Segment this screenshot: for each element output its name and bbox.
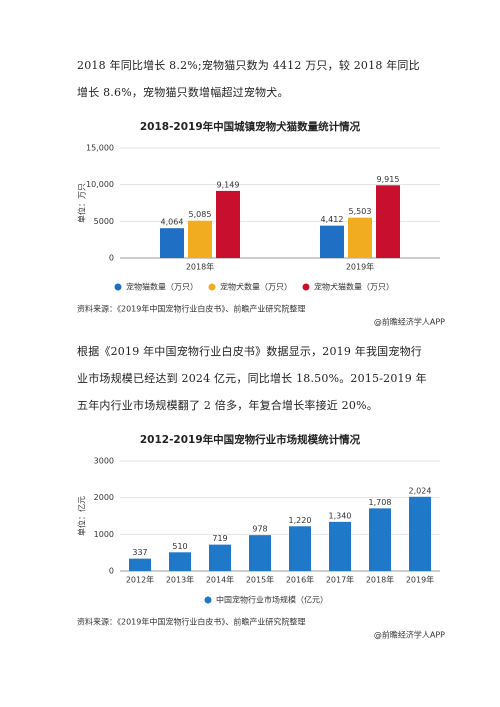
y-tick-label: 2000 xyxy=(94,493,114,502)
y-axis-label: 单位：亿元 xyxy=(77,496,87,536)
data-label: 9,149 xyxy=(217,180,240,189)
data-label: 9,915 xyxy=(377,175,400,184)
x-tick-label: 2017年 xyxy=(326,575,354,585)
x-tick-label: 2012年 xyxy=(126,575,154,585)
x-tick-label: 2019年 xyxy=(346,262,374,272)
data-label: 5,503 xyxy=(349,207,372,216)
y-tick-label: 0 xyxy=(109,254,114,263)
bar xyxy=(329,521,351,571)
credit: @前瞻经济学人APP xyxy=(374,317,445,327)
y-tick-label: 1000 xyxy=(94,530,114,539)
data-label: 2,024 xyxy=(409,486,432,495)
x-tick-label: 2015年 xyxy=(246,575,274,585)
bar xyxy=(160,228,184,258)
paragraph: 根据《2019 年中国宠物行业白皮书》数据显示，2019 年我国宠物行业市场规模… xyxy=(77,345,427,412)
legend-marker xyxy=(204,596,212,604)
data-label: 978 xyxy=(252,525,267,534)
y-axis-label: 单位：万只 xyxy=(77,183,87,223)
bar xyxy=(289,526,311,571)
x-tick-label: 2018年 xyxy=(186,262,214,272)
x-tick-label: 2018年 xyxy=(366,575,394,585)
bar xyxy=(209,544,231,571)
y-tick-label: 3000 xyxy=(94,457,114,466)
data-label: 4,064 xyxy=(161,218,184,227)
paragraph: 2018 年同比增长 8.2%;宠物猫只数为 4412 万只，较 2018 年同… xyxy=(77,59,420,99)
x-tick-label: 2013年 xyxy=(166,575,194,585)
bar xyxy=(369,508,391,571)
legend-marker xyxy=(114,283,122,291)
bar xyxy=(320,225,344,258)
x-tick-label: 2014年 xyxy=(206,575,234,585)
bar xyxy=(188,220,212,258)
y-tick-label: 5000 xyxy=(94,217,114,226)
x-tick-label: 2019年 xyxy=(406,575,434,585)
y-tick-label: 0 xyxy=(109,567,114,576)
bar xyxy=(249,535,271,571)
bar xyxy=(216,190,240,258)
data-label: 1,340 xyxy=(329,511,352,520)
credit: @前瞻经济学人APP xyxy=(374,630,445,640)
legend-marker xyxy=(302,283,310,291)
bar xyxy=(169,552,191,571)
y-tick-label: 10,000 xyxy=(86,180,114,189)
data-label: 337 xyxy=(132,548,147,557)
legend-marker xyxy=(208,283,216,291)
legend-label: 宠物犬数量（万只） xyxy=(220,282,292,292)
x-tick-label: 2016年 xyxy=(286,575,314,585)
data-label: 510 xyxy=(172,542,187,551)
data-label: 1,708 xyxy=(369,498,392,507)
source-note: 资料来源：《2019年中国宠物行业白皮书》、前瞻产业研究院整理 xyxy=(77,304,305,314)
data-label: 719 xyxy=(212,534,227,543)
y-tick-label: 15,000 xyxy=(86,144,114,153)
legend-label: 中国宠物行业市场规模（亿元） xyxy=(216,595,328,605)
bar xyxy=(409,496,431,571)
bar xyxy=(376,185,400,258)
data-label: 1,220 xyxy=(289,516,312,525)
bar xyxy=(348,217,372,258)
data-label: 5,085 xyxy=(189,210,212,219)
chart-title: 2012-2019年中国宠物行业市场规模统计情况 xyxy=(140,433,361,446)
legend-label: 宠物猫数量（万只） xyxy=(126,282,198,292)
legend-label: 宠物犬猫数量（万只） xyxy=(314,282,394,292)
data-label: 4,412 xyxy=(321,215,344,224)
chart-title: 2018-2019年中国城镇宠物犬猫数量统计情况 xyxy=(140,120,361,133)
source-note: 资料来源：《2019年中国宠物行业白皮书》、前瞻产业研究院整理 xyxy=(77,617,305,627)
bar xyxy=(129,558,151,571)
